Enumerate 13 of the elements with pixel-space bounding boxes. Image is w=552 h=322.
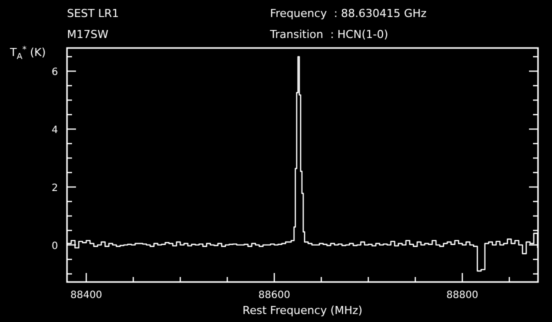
x-tick-label: 88400	[70, 290, 102, 301]
text: Frequency : 88.630415 GHz	[270, 7, 427, 20]
text: Transition : HCN(1-0)	[269, 28, 388, 41]
chart-subtitle: M17SW	[67, 28, 108, 41]
y-tick-label: 6	[52, 67, 58, 78]
y-axis-title: T$_{A}$$^{*}$ (K)	[9, 44, 46, 61]
x-tick-label: 88800	[446, 290, 478, 301]
x-axis-title: Rest Frequency (MHz)	[242, 304, 362, 317]
chart-title: SEST LR1	[67, 7, 119, 20]
x-tick-label: 88600	[258, 290, 290, 301]
y-tick-label: 2	[52, 183, 58, 194]
y-tick-label: 0	[52, 240, 58, 252]
y-tick-label: 4	[52, 125, 58, 136]
